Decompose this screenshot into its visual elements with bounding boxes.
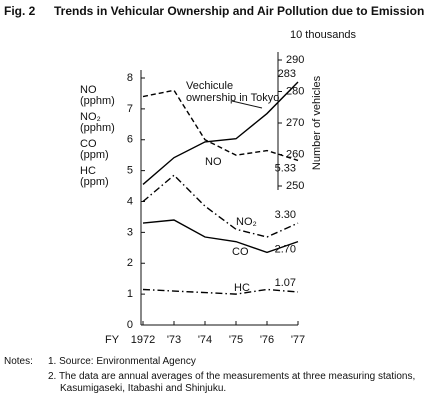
y-tick-label: 8 (127, 72, 133, 84)
value-label: 2.70 (275, 244, 296, 256)
y2-tick-label: 270 (286, 117, 304, 129)
series-label: NO (205, 156, 222, 168)
y-tick-label: 2 (127, 257, 133, 269)
value-label: 5.33 (275, 162, 296, 174)
series-line (142, 174, 299, 238)
y2-tick-label: 260 (286, 148, 304, 160)
value-label: 3.30 (275, 209, 296, 221)
x-prefix: FY (105, 334, 120, 346)
y-axis-unit: (ppm) (80, 149, 109, 161)
y-tick-label: 6 (127, 134, 133, 146)
x-tick-label: '76 (260, 334, 274, 346)
x-tick-label: '73 (167, 334, 181, 346)
y-tick-label: 1 (127, 288, 133, 300)
y-axis-unit: (ppm) (80, 176, 109, 188)
series-line (142, 219, 299, 254)
series-line (142, 81, 299, 185)
leader-line (231, 100, 263, 109)
y-tick-label: 7 (127, 103, 133, 115)
series-label: NO₂ (236, 216, 257, 228)
y2-unit: 10 thousands (290, 29, 357, 41)
y-tick-label: 5 (127, 165, 133, 177)
note: 2. The data are annual averages of the m… (48, 371, 416, 394)
value-label: 1.07 (275, 277, 296, 289)
y2-tick-label: 290 (286, 54, 304, 66)
y-axis-unit: (pphm) (80, 95, 115, 107)
series-label: CO (232, 246, 249, 258)
y2-tick-label: 280 (286, 85, 304, 97)
y2-label: Number of vehicles (311, 75, 323, 170)
series-line (142, 89, 299, 162)
y-axis-label: HC (80, 165, 96, 177)
note: 1. Source: Environmental Agency (48, 356, 196, 367)
x-tick-label: '74 (198, 334, 212, 346)
series-line (142, 288, 299, 295)
figure-label: Fig. 2 (4, 4, 36, 18)
y-axis-label: CO (80, 138, 97, 150)
x-tick-label: 1972 (131, 334, 155, 346)
x-tick-label: '77 (291, 334, 305, 346)
y-axis-unit: (pphm) (80, 122, 115, 134)
chart-title: Trends in Vehicular Ownership and Air Po… (54, 4, 424, 18)
y2-tick-label: 250 (286, 180, 304, 192)
notes-heading: Notes: (4, 356, 33, 367)
x-tick-label: '75 (229, 334, 243, 346)
y-tick-label: 4 (127, 195, 133, 207)
series-label: Vechicule ownership in Tokyo (186, 80, 280, 104)
y-axis-label: NO (80, 84, 97, 96)
series-label: HC (234, 282, 250, 294)
y-tick-label: 3 (127, 226, 133, 238)
value-label: 283 (278, 68, 296, 80)
y-tick-label: 0 (127, 319, 133, 331)
y-axis-label: NO₂ (80, 111, 101, 123)
